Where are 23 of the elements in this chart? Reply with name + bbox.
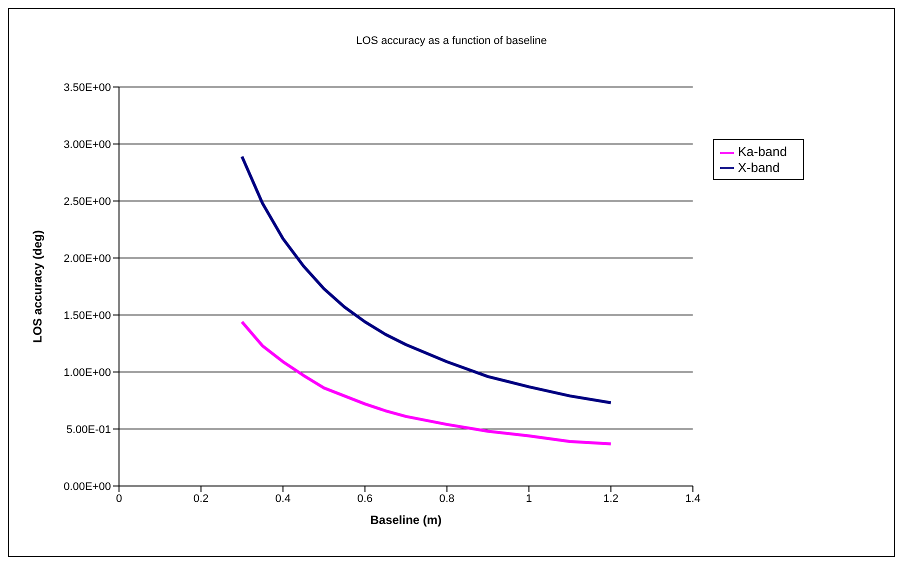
x-tick-label: 0.6 — [357, 492, 373, 505]
legend-label: Ka-band — [738, 144, 787, 159]
y-tick-label: 5.00E-01 — [66, 424, 111, 436]
y-tick-label: 1.50E+00 — [64, 310, 111, 322]
x-tick-label: 0.8 — [439, 492, 455, 505]
line-series — [240, 155, 612, 404]
chart-title: LOS accuracy as a function of baseline — [355, 35, 548, 47]
y-axis-title: LOS accuracy (deg) — [30, 230, 44, 343]
x-axis-title: Baseline (m) — [370, 513, 442, 527]
y-tick-label: 1.00E+00 — [64, 366, 111, 379]
x-tick-label: 1.4 — [685, 492, 700, 505]
legend-label: X-band — [738, 160, 780, 175]
y-tick-label: 0.00E+00 — [64, 480, 111, 493]
x-tick-label: 0.2 — [193, 492, 209, 505]
x-tick-label: 0.4 — [275, 492, 291, 505]
y-tick-label: 3.00E+00 — [64, 138, 111, 151]
x-tick-label: 1 — [526, 492, 532, 505]
x-tick-label: 1.2 — [603, 492, 619, 505]
y-tick-label: 2.50E+00 — [64, 196, 111, 208]
x-tick-label: 0 — [116, 492, 122, 505]
line-series — [240, 320, 612, 446]
y-tick-label: 3.50E+00 — [64, 82, 111, 94]
y-tick-label: 2.00E+00 — [64, 252, 111, 265]
